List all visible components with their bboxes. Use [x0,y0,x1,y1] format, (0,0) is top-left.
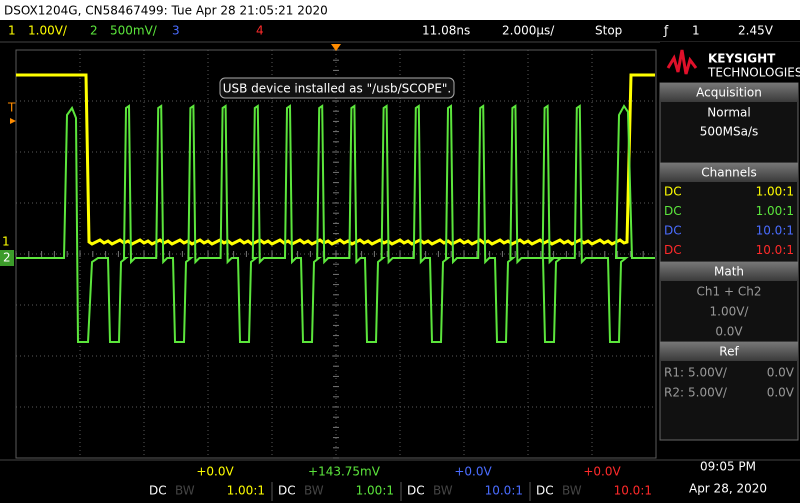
channels-header [660,163,798,182]
math-offset: 0.0V [715,325,743,339]
channels-title: Channels [701,166,757,180]
channel-offset: +0.0V [454,465,492,479]
ch2-marker: 2 [3,251,11,265]
channel-probe: 10.0:1 [485,484,523,498]
math-title: Math [714,265,744,279]
ref-name: R2: [664,386,684,400]
trigger-level: 2.45V [738,24,774,38]
channel-probe: 1.00:1 [756,185,794,199]
channel-coupling: DC [536,484,554,498]
timebase: 2.000µs/ [502,24,555,38]
channel-probe: 1.00:1 [227,484,265,498]
title: DSOX1204G, CN58467499: Tue Apr 28 21:05:… [4,4,328,18]
ref-scale: 5.00V/ [688,386,728,400]
channel-bw: BW [304,484,324,498]
status-bar [0,20,800,42]
ch3-label: 3 [172,24,180,38]
channel-probe: 1.00:1 [756,204,794,218]
channel-offset: +0.0V [583,465,621,479]
clock-date: Apr 28, 2020 [689,482,767,496]
trigger-marker: T [7,101,16,115]
brand-sub: TECHNOLOGIES [707,66,800,80]
acquisition-title: Acquisition [696,86,762,100]
ch1-scale: 1.00V/ [28,24,68,38]
ch4-label: 4 [256,24,264,38]
channel-coupling: DC [664,243,682,257]
message: USB device installed as "/usb/SCOPE". [223,82,452,96]
channel-probe: 1.00:1 [356,484,394,498]
ref-title: Ref [719,345,739,359]
channel-coupling: DC [278,484,296,498]
trigger-source: 1 [692,24,700,38]
math-function: Ch1 + Ch2 [697,285,762,299]
channel-coupling: DC [664,224,682,238]
acquisition-header [660,83,798,102]
logo-wave [666,49,698,75]
ref-offset: 0.0V [767,386,795,400]
channel-coupling: DC [407,484,425,498]
delay: 11.08ns [422,24,470,38]
acquisition-mode: Normal [707,106,750,120]
math-header [660,262,798,281]
channel-bw: BW [433,484,453,498]
trigger-position-marker [331,44,341,51]
channel-coupling: DC [664,185,682,199]
channel-coupling: DC [149,484,167,498]
channel-bw: BW [562,484,582,498]
math-scale: 1.00V/ [710,305,750,319]
message-box [219,77,455,99]
ref-offset: 0.0V [767,366,795,380]
ch1-marker: 1 [2,235,10,249]
channel-bw: BW [175,484,195,498]
ch2-marker-box [0,250,14,266]
title-bar [0,0,800,20]
ref-header [660,342,798,361]
trigger-level-marker [10,118,16,124]
run-state: Stop [595,24,622,38]
ref-scale: 5.00V/ [688,366,728,380]
ch2-label: 2 [90,24,98,38]
ref-name: R1: [664,366,684,380]
trigger-icon: ƒ [663,24,669,38]
brand: KEYSIGHT [708,52,776,66]
ch1-label: 1 [8,24,16,38]
ch2-scale: 500mV/ [110,24,158,38]
clock-time: 09:05 PM [700,460,756,474]
channel-offset: +143.75mV [308,465,381,479]
channel-coupling: DC [664,204,682,218]
channel-probe: 10.0:1 [756,243,794,257]
channel-probe: 10.0:1 [614,484,652,498]
ch2-waveform [16,104,655,343]
channel-probe: 10.0:1 [756,224,794,238]
graticule [15,49,657,459]
channel-offset: +0.0V [196,465,234,479]
acquisition-rate: 500MSa/s [700,125,759,139]
